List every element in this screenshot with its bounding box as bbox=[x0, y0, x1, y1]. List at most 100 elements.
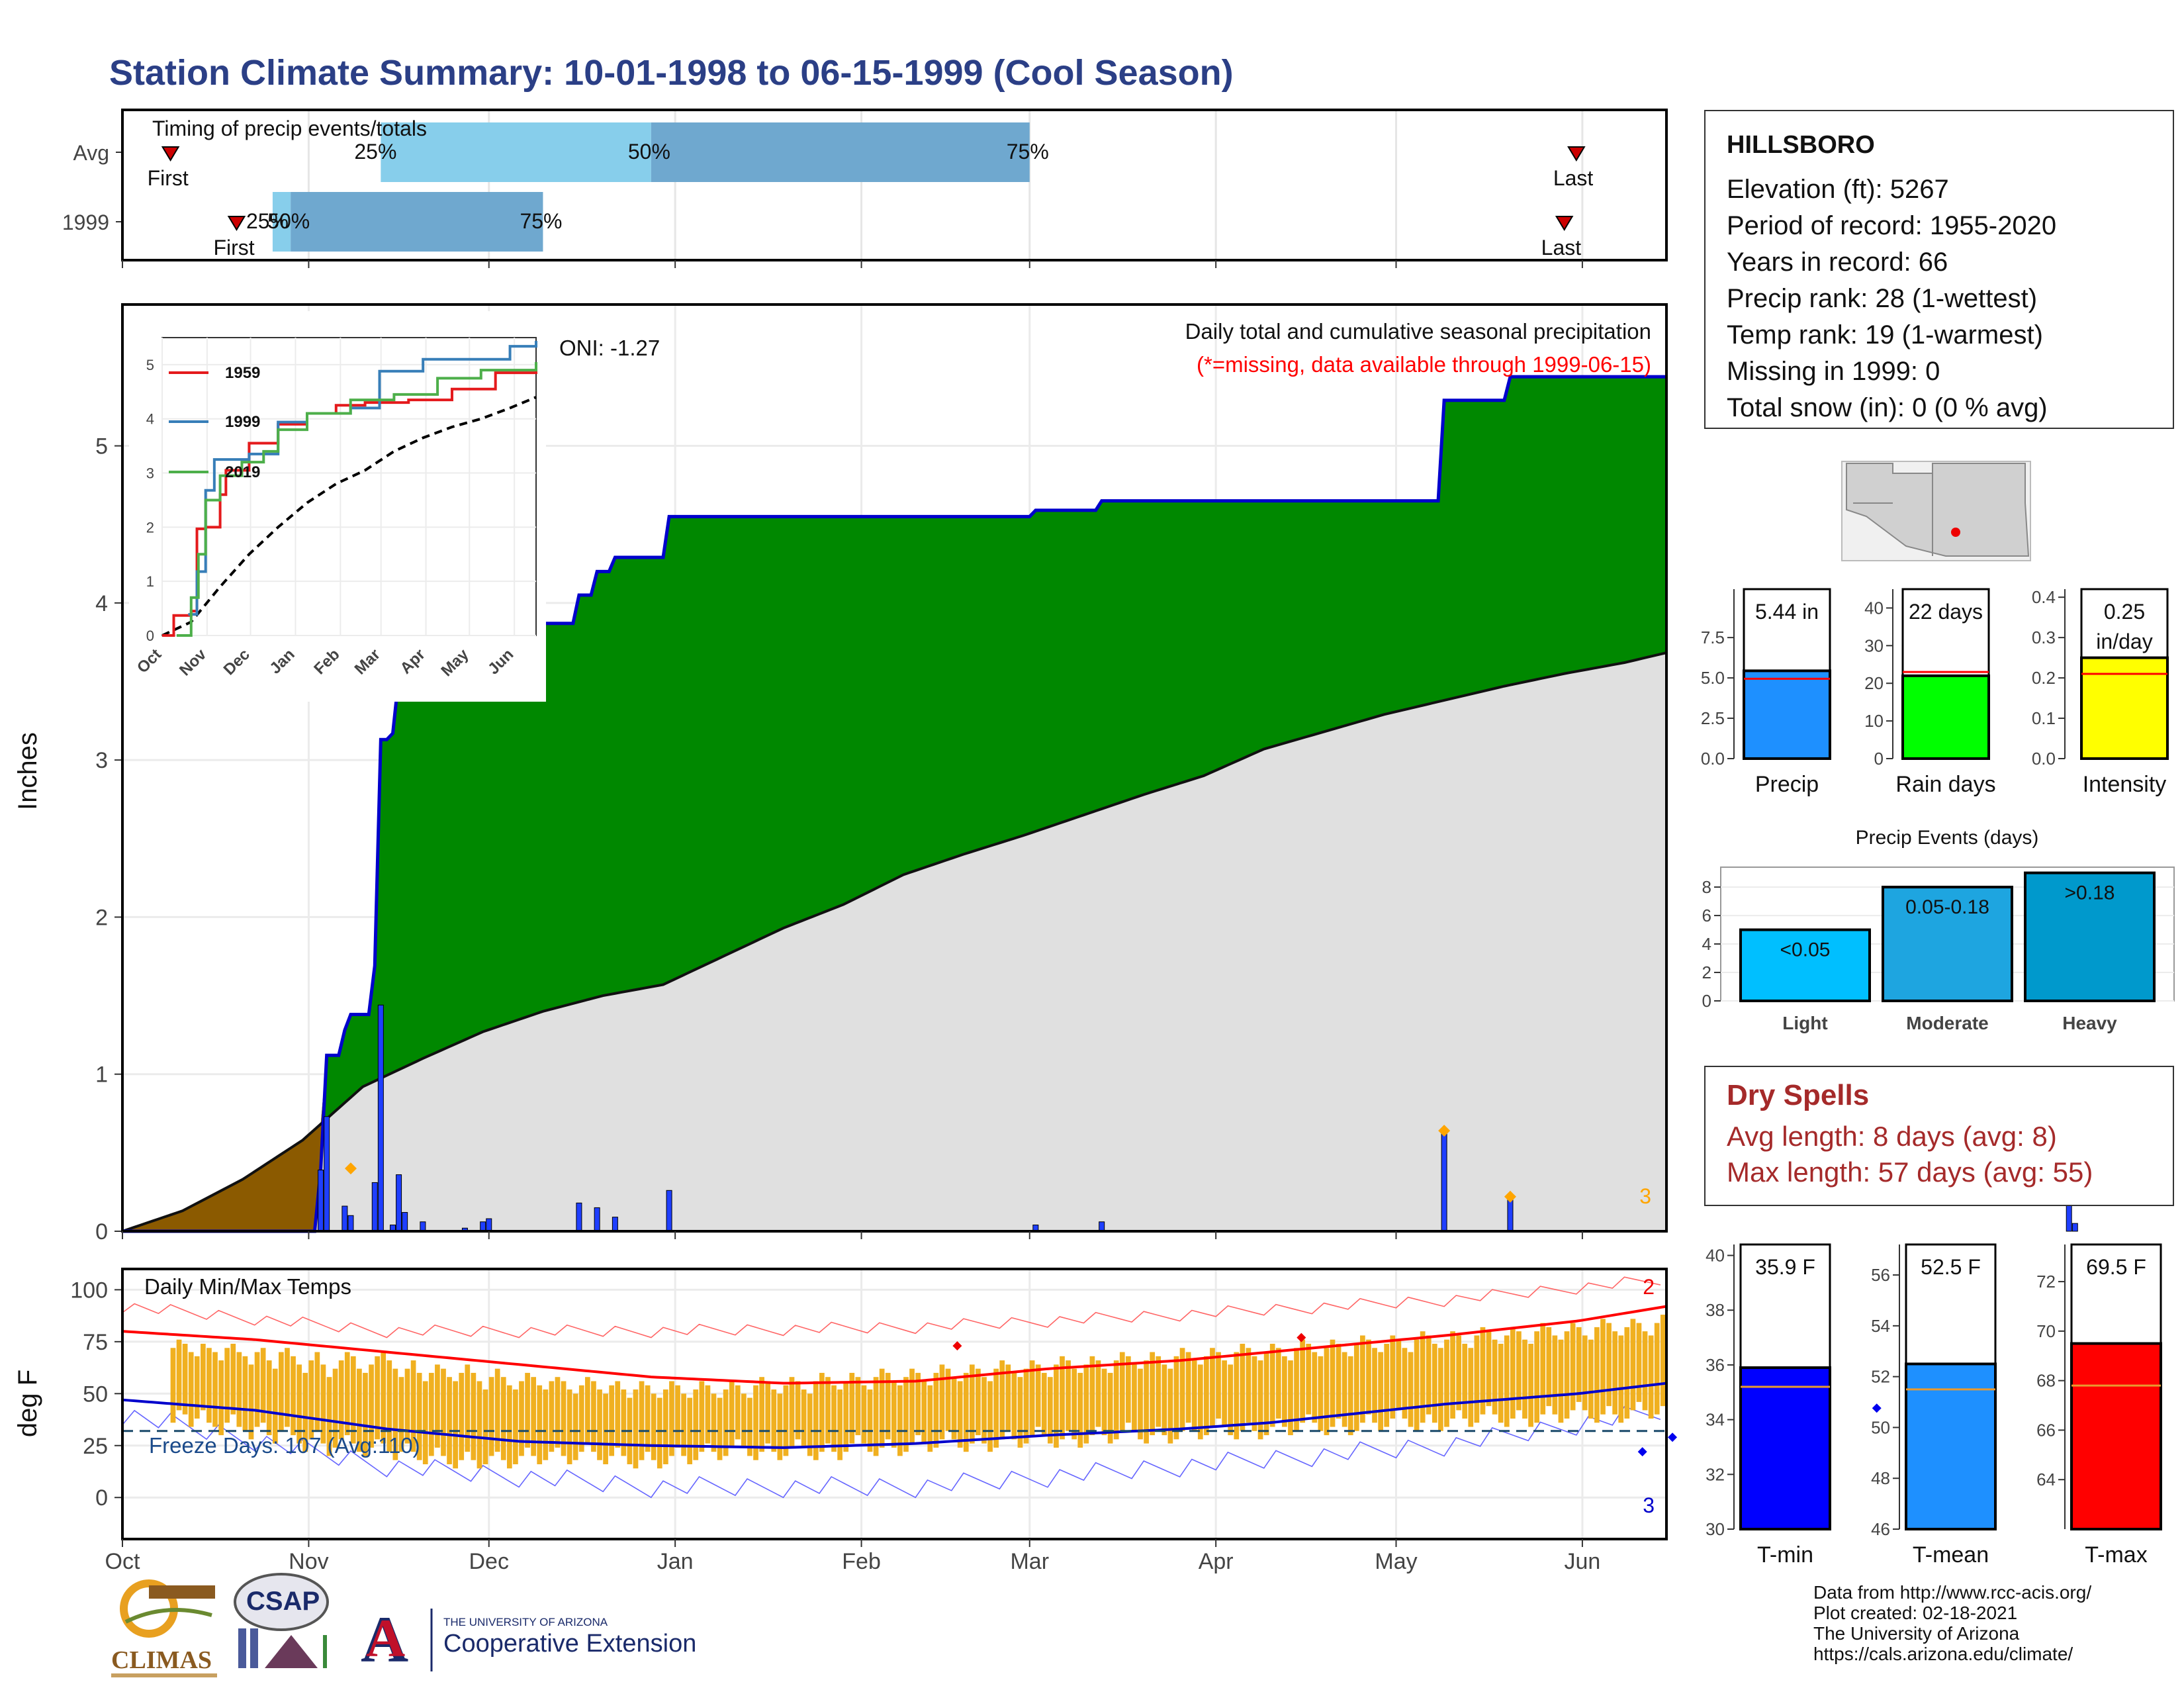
temp-y-tick-label: 25 bbox=[83, 1434, 108, 1459]
daily-temp-bar bbox=[1588, 1339, 1594, 1419]
daily-precip-bar bbox=[377, 1004, 384, 1232]
events-y-tick-label: 8 bbox=[1702, 877, 1711, 897]
small-bar-y-tick-label: 68 bbox=[2036, 1371, 2056, 1391]
daily-temp-bar bbox=[201, 1343, 206, 1411]
daily-temp-bar bbox=[578, 1385, 584, 1452]
daily-temp-bar bbox=[1095, 1360, 1101, 1427]
record-high-marker bbox=[1297, 1333, 1306, 1342]
timing-bar-25-50 bbox=[272, 192, 291, 252]
small-bar-y-tick-label: 40 bbox=[1706, 1246, 1725, 1266]
daily-temp-bar bbox=[1444, 1339, 1449, 1427]
daily-temp-bar bbox=[1197, 1364, 1203, 1440]
daily-temp-bar bbox=[723, 1389, 729, 1456]
credit-university: The University of Arizona bbox=[1813, 1623, 2020, 1644]
events-y-tick-label: 4 bbox=[1702, 934, 1711, 954]
daily-temp-bar bbox=[963, 1372, 969, 1452]
daily-temp-bar bbox=[1498, 1343, 1504, 1423]
daily-temp-bar bbox=[387, 1360, 392, 1452]
record-low-count: 3 bbox=[1643, 1493, 1655, 1517]
daily-temp-bar bbox=[645, 1385, 651, 1452]
small-bar-y-tick-label: 10 bbox=[1864, 711, 1884, 731]
daily-temp-bar bbox=[279, 1352, 284, 1431]
daily-precip-bar bbox=[486, 1218, 492, 1232]
university-of-arizona-logo: A A THE UNIVERSITY OF ARIZONA Cooperativ… bbox=[361, 1603, 696, 1676]
daily-temp-bar bbox=[1179, 1348, 1185, 1431]
daily-temp-bar bbox=[206, 1348, 212, 1423]
small-bar-y-tick-label: 30 bbox=[1706, 1519, 1725, 1539]
credit-plot-created: Plot created: 02-18-2021 bbox=[1813, 1603, 2018, 1623]
daily-temp-bar bbox=[987, 1381, 993, 1452]
daily-temp-bar bbox=[1534, 1331, 1540, 1423]
small-bar-y-tick-label: 64 bbox=[2036, 1470, 2056, 1489]
inset-y-tick-label: 2 bbox=[146, 519, 154, 536]
daily-temp-bar bbox=[1510, 1327, 1516, 1419]
daily-temp-bar bbox=[1066, 1360, 1071, 1431]
daily-temp-bar bbox=[1600, 1319, 1606, 1415]
small-bar-y-tick-label: 40 bbox=[1864, 598, 1884, 618]
station-period: Period of record: 1955-2020 bbox=[1727, 211, 2057, 240]
daily-temp-bar bbox=[699, 1381, 705, 1452]
daily-temp-bar bbox=[1269, 1343, 1275, 1427]
daily-temp-bar bbox=[693, 1389, 699, 1460]
small-bar-y-tick-label: 0.3 bbox=[2032, 628, 2056, 647]
daily-temp-bar bbox=[717, 1397, 723, 1460]
daily-temp-bar bbox=[537, 1385, 543, 1465]
small-bar-y-tick-label: 72 bbox=[2036, 1272, 2056, 1291]
small-bar-y-tick-label: 0.0 bbox=[1701, 749, 1725, 769]
daily-temp-bar bbox=[254, 1352, 260, 1427]
daily-temp-bar bbox=[1450, 1331, 1455, 1419]
small-bar-y-tick-label: 50 bbox=[1871, 1417, 1890, 1437]
daily-temp-bar bbox=[1077, 1372, 1083, 1448]
daily-temp-bar bbox=[182, 1343, 188, 1415]
daily-temp-bar bbox=[903, 1377, 909, 1452]
daily-temp-bar bbox=[1516, 1331, 1522, 1411]
logo-strip: CLIMAS CSAP A A THE UNIVERSITY OF ARIZON… bbox=[111, 1573, 696, 1677]
daily-precip-bar bbox=[371, 1182, 378, 1232]
daily-temp-bar bbox=[1132, 1364, 1137, 1431]
daily-temp-bar bbox=[482, 1389, 488, 1465]
daily-temp-bar bbox=[819, 1372, 825, 1452]
daily-temp-bar bbox=[879, 1368, 885, 1448]
svg-text:A: A bbox=[361, 1603, 408, 1676]
daily-temp-bar bbox=[969, 1364, 975, 1444]
daily-temp-bar bbox=[777, 1393, 783, 1460]
daily-temp-bar bbox=[410, 1360, 416, 1452]
daily-temp-bar bbox=[927, 1385, 933, 1452]
daily-temp-bar bbox=[1246, 1348, 1251, 1423]
cumulative-1999-line bbox=[122, 375, 1666, 1233]
daily-temp-bar bbox=[1384, 1343, 1390, 1427]
precip-y-tick-label: 1 bbox=[95, 1062, 108, 1088]
small-bar-y-tick-label: 5.0 bbox=[1701, 668, 1725, 688]
precip-y-tick-label: 5 bbox=[95, 434, 108, 459]
inset-y-tick-label: 3 bbox=[146, 465, 154, 482]
daily-temp-bar bbox=[1378, 1352, 1383, 1431]
inset-y-tick-label: 5 bbox=[146, 357, 154, 373]
daily-temp-bar bbox=[957, 1381, 963, 1448]
daily-temp-bar bbox=[609, 1385, 615, 1456]
last-marker bbox=[1567, 146, 1586, 162]
timing-p75-label: 75% bbox=[520, 209, 562, 233]
temp-y-tick-label: 0 bbox=[95, 1485, 108, 1511]
inset-normal-line bbox=[161, 396, 537, 637]
events-y-tick-label: 2 bbox=[1702, 962, 1711, 982]
daily-temp-bar bbox=[176, 1339, 182, 1411]
daily-temp-bar bbox=[1060, 1356, 1065, 1440]
csap-logo: CSAP bbox=[234, 1573, 329, 1668]
events-y-tick-label: 6 bbox=[1702, 906, 1711, 925]
daily-temp-bar bbox=[1336, 1343, 1342, 1419]
month-label: Apr bbox=[1199, 1549, 1234, 1574]
daily-precip-bar bbox=[612, 1217, 618, 1232]
daily-temp-bar bbox=[1528, 1343, 1533, 1427]
station-total-snow: Total snow (in): 0 (0 % avg) bbox=[1727, 393, 2048, 422]
daily-temp-bar bbox=[1011, 1372, 1017, 1440]
daily-temp-bar bbox=[1558, 1339, 1564, 1423]
timing-p25-label: 25% bbox=[246, 209, 289, 233]
avg-tmin-line bbox=[122, 1382, 1667, 1449]
month-label: Oct bbox=[105, 1549, 140, 1574]
inset-series-2019 bbox=[176, 361, 537, 637]
first-marker bbox=[227, 216, 246, 231]
daily-temp-bar bbox=[897, 1385, 903, 1456]
daily-temp-bar bbox=[1306, 1343, 1312, 1415]
daily-temp-bar bbox=[500, 1377, 506, 1460]
